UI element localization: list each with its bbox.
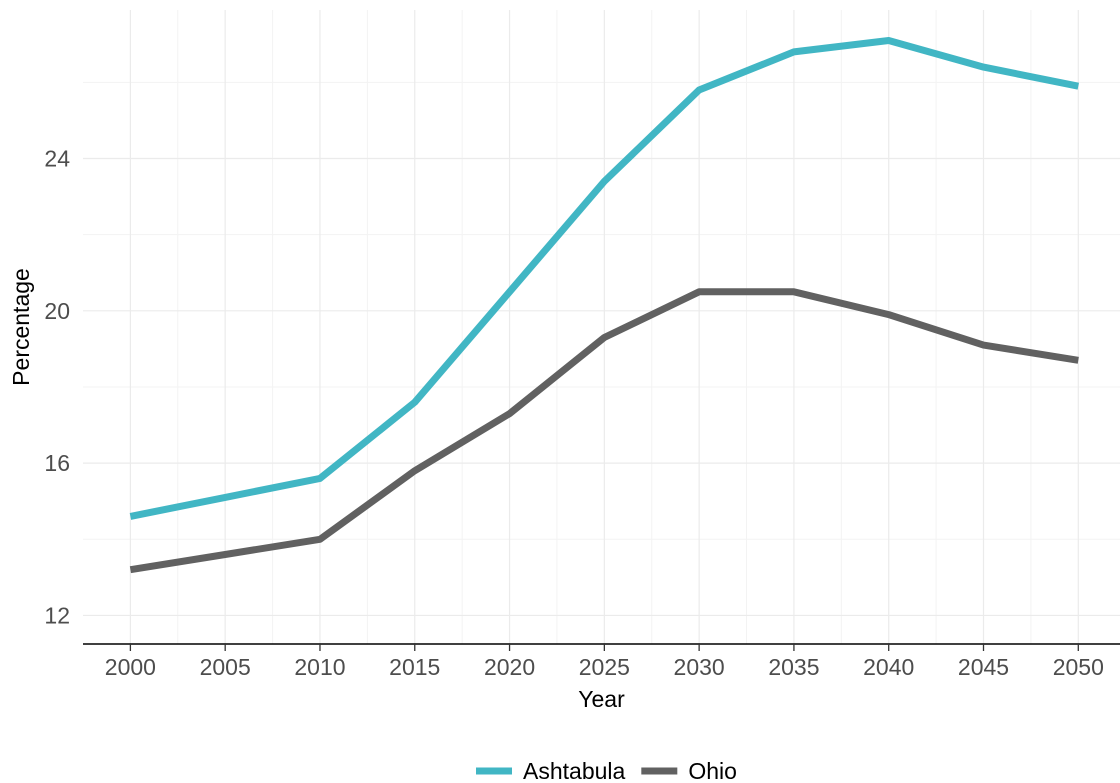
x-tick-label: 2015	[389, 654, 440, 680]
series-lines	[129, 37, 1079, 574]
x-tick-label: 2050	[1053, 654, 1104, 680]
series-line-ohio	[129, 288, 1079, 574]
y-axis-title: Percentage	[8, 268, 34, 386]
y-tick-label: 20	[44, 298, 70, 324]
legend: Ashtabula Ohio	[476, 758, 737, 783]
series-line-ashtabula	[129, 37, 1079, 520]
x-tick-label: 2030	[674, 654, 725, 680]
x-tick-label: 2045	[958, 654, 1009, 680]
y-axis: 12 16 20 24	[44, 146, 70, 629]
y-tick-label: 16	[44, 450, 70, 476]
x-tick-label: 2000	[105, 654, 156, 680]
x-tick-label: 2010	[294, 654, 345, 680]
y-tick-label: 24	[44, 146, 70, 172]
legend-label-ohio: Ohio	[688, 758, 737, 783]
x-tick-label: 2005	[200, 654, 251, 680]
major-gridlines	[83, 10, 1120, 644]
x-tick-label: 2025	[579, 654, 630, 680]
y-tick-label: 12	[44, 602, 70, 628]
minor-gridlines	[83, 10, 1120, 644]
x-tick-label: 2020	[484, 654, 535, 680]
x-axis-title: Year	[578, 686, 625, 712]
x-tick-label: 2035	[768, 654, 819, 680]
x-axis: 2000 2005 2010 2015 2020 2025 2030 2035 2040 2045…	[105, 644, 1104, 680]
legend-label-ashtabula: Ashtabula	[523, 758, 626, 783]
x-tick-label: 2040	[863, 654, 914, 680]
